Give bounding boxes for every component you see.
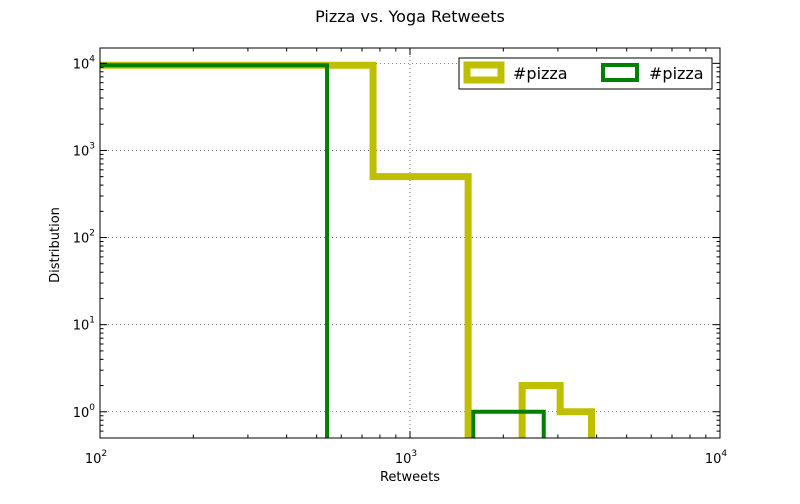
y-tick-label: 103 xyxy=(73,141,95,159)
legend-label-1: #pizza xyxy=(513,64,568,83)
legend-swatch-2 xyxy=(601,63,639,82)
legend-swatch-1 xyxy=(463,61,505,84)
x-tick-label: 104 xyxy=(705,449,728,467)
x-tick-label: 103 xyxy=(395,449,417,467)
x-tick-label: 102 xyxy=(85,449,107,467)
legend: #pizza #pizza xyxy=(458,57,713,90)
axis-ticks xyxy=(99,48,721,438)
y-tick-label: 102 xyxy=(73,229,95,247)
x-axis-label: Retweets xyxy=(380,470,440,485)
series-layer xyxy=(100,61,595,438)
y-tick-label: 101 xyxy=(73,316,95,334)
series-2-step-line xyxy=(100,63,546,438)
y-tick-label: 104 xyxy=(73,54,96,72)
y-tick-label: 100 xyxy=(73,403,96,421)
y-tick-labels: 100 101 102 103 104 xyxy=(73,54,96,420)
x-tick-labels: 102 103 104 xyxy=(85,449,728,467)
y-axis-label: Distribution xyxy=(48,207,63,283)
plot-area xyxy=(100,48,720,438)
legend-label-2: #pizza xyxy=(649,64,704,83)
chart-title: Pizza vs. Yoga Retweets xyxy=(315,7,505,26)
